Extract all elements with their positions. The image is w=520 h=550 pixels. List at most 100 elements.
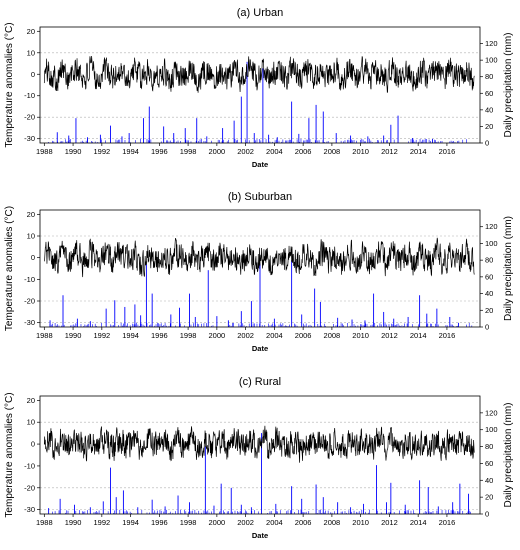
x-tick-label: 2004 <box>266 518 283 527</box>
x-tick-label: 1990 <box>65 331 82 340</box>
y2-tick-label: 60 <box>485 272 493 281</box>
x-tick-label: 1996 <box>151 518 168 527</box>
x-tick-label: 1998 <box>180 518 197 527</box>
y-tick-label: -10 <box>24 461 35 470</box>
x-tick-label: 1988 <box>36 331 53 340</box>
panel-urban: (a) Urban Temperature anomalies (°C) Dai… <box>4 7 514 169</box>
y-tick-label: -20 <box>24 483 35 492</box>
y2-tick-label: 80 <box>485 442 493 451</box>
x-tick-label: 2000 <box>209 331 226 340</box>
x-tick-label: 1988 <box>36 518 53 527</box>
y2-tick-label: 20 <box>485 493 493 502</box>
temperature-series <box>43 56 475 93</box>
y2-tick-label: 0 <box>485 323 489 332</box>
y2-tick-label: 0 <box>485 139 489 148</box>
panel-title: (c) Rural <box>239 376 281 388</box>
x-tick-label: 2012 <box>381 147 398 156</box>
x-tick-label: 1994 <box>122 147 139 156</box>
x-tick-label: 1998 <box>180 331 197 340</box>
precipitation-series <box>48 61 467 143</box>
y-tick-label: 20 <box>27 396 35 405</box>
y2-tick-label: 40 <box>485 105 493 114</box>
y2-tick-label: 20 <box>485 122 493 131</box>
y-tick-label: 10 <box>27 232 35 241</box>
y2-tick-label: 100 <box>485 425 498 434</box>
x-tick-label: 1994 <box>122 518 139 527</box>
x-tick-label: 1998 <box>180 147 197 156</box>
x-tick-label: 2004 <box>266 331 283 340</box>
x-tick-label: 2014 <box>410 147 427 156</box>
y2-tick-label: 20 <box>485 306 493 315</box>
right-axis-label: Daily precipitation (mm) <box>503 32 514 137</box>
temperature-series <box>43 425 475 463</box>
x-axis-label: Date <box>252 344 268 353</box>
right-axis-label: Daily precipitation (mm) <box>503 402 514 507</box>
y2-tick-label: 60 <box>485 459 493 468</box>
x-tick-label: 1990 <box>65 518 82 527</box>
x-tick-label: 2008 <box>324 147 341 156</box>
y-tick-label: -10 <box>24 91 35 100</box>
y2-tick-label: 0 <box>485 510 489 519</box>
y2-tick-label: 120 <box>485 39 498 48</box>
y-tick-label: 10 <box>27 48 35 57</box>
left-axis-label: Temperature anomalies (°C) <box>4 206 15 331</box>
x-tick-label: 1992 <box>93 331 110 340</box>
x-tick-label: 2002 <box>237 331 254 340</box>
x-tick-label: 1994 <box>122 331 139 340</box>
y2-tick-label: 60 <box>485 89 493 98</box>
temperature-series <box>43 237 475 278</box>
x-tick-label: 1992 <box>93 518 110 527</box>
x-tick-label: 2014 <box>410 331 427 340</box>
y-tick-label: 20 <box>27 210 35 219</box>
panel-rural: (c) Rural Temperature anomalies (°C) Dai… <box>4 376 514 540</box>
x-tick-label: 2010 <box>352 518 369 527</box>
y2-tick-label: 40 <box>485 289 493 298</box>
y-tick-label: 10 <box>27 418 35 427</box>
x-tick-label: 2010 <box>352 331 369 340</box>
x-tick-label: 2016 <box>439 331 456 340</box>
x-axis-label: Date <box>252 531 268 540</box>
x-tick-label: 2002 <box>237 147 254 156</box>
y-tick-label: 20 <box>27 27 35 36</box>
x-axis-label: Date <box>252 160 268 169</box>
x-tick-label: 2012 <box>381 518 398 527</box>
y-tick-label: -20 <box>24 113 35 122</box>
y2-tick-label: 120 <box>485 408 498 417</box>
left-axis-label: Temperature anomalies (°C) <box>4 392 15 517</box>
x-tick-label: 1990 <box>65 147 82 156</box>
plot-frame <box>39 395 481 515</box>
x-tick-label: 2004 <box>266 147 283 156</box>
x-tick-label: 2000 <box>209 518 226 527</box>
plot-frame <box>39 209 481 328</box>
x-tick-label: 2006 <box>295 147 312 156</box>
y-tick-label: -30 <box>24 505 35 514</box>
x-tick-label: 2012 <box>381 331 398 340</box>
x-tick-label: 2010 <box>352 147 369 156</box>
x-tick-label: 1996 <box>151 147 168 156</box>
precipitation-series <box>49 260 473 327</box>
x-tick-label: 2016 <box>439 518 456 527</box>
panel-title: (a) Urban <box>237 7 283 19</box>
x-tick-label: 2006 <box>295 331 312 340</box>
left-axis-label: Temperature anomalies (°C) <box>4 22 15 147</box>
y-tick-label: 0 <box>31 253 35 262</box>
y2-tick-label: 100 <box>485 56 498 65</box>
y-tick-label: -30 <box>24 318 35 327</box>
y2-tick-label: 120 <box>485 222 498 231</box>
x-tick-label: 2008 <box>324 518 341 527</box>
x-tick-label: 2006 <box>295 518 312 527</box>
y2-tick-label: 100 <box>485 239 498 248</box>
x-tick-label: 2000 <box>209 147 226 156</box>
x-tick-label: 2014 <box>410 518 427 527</box>
plot-frame <box>39 26 481 144</box>
x-tick-label: 2002 <box>237 518 254 527</box>
y-tick-label: -20 <box>24 297 35 306</box>
panel-title: (b) Suburban <box>228 191 292 203</box>
panel-suburban: (b) Suburban Temperature anomalies (°C) … <box>4 191 514 353</box>
y2-tick-label: 80 <box>485 72 493 81</box>
y-tick-label: 0 <box>31 70 35 79</box>
y-tick-label: 0 <box>31 440 35 449</box>
x-tick-label: 1996 <box>151 331 168 340</box>
x-tick-label: 1988 <box>36 147 53 156</box>
y-tick-label: -10 <box>24 275 35 284</box>
